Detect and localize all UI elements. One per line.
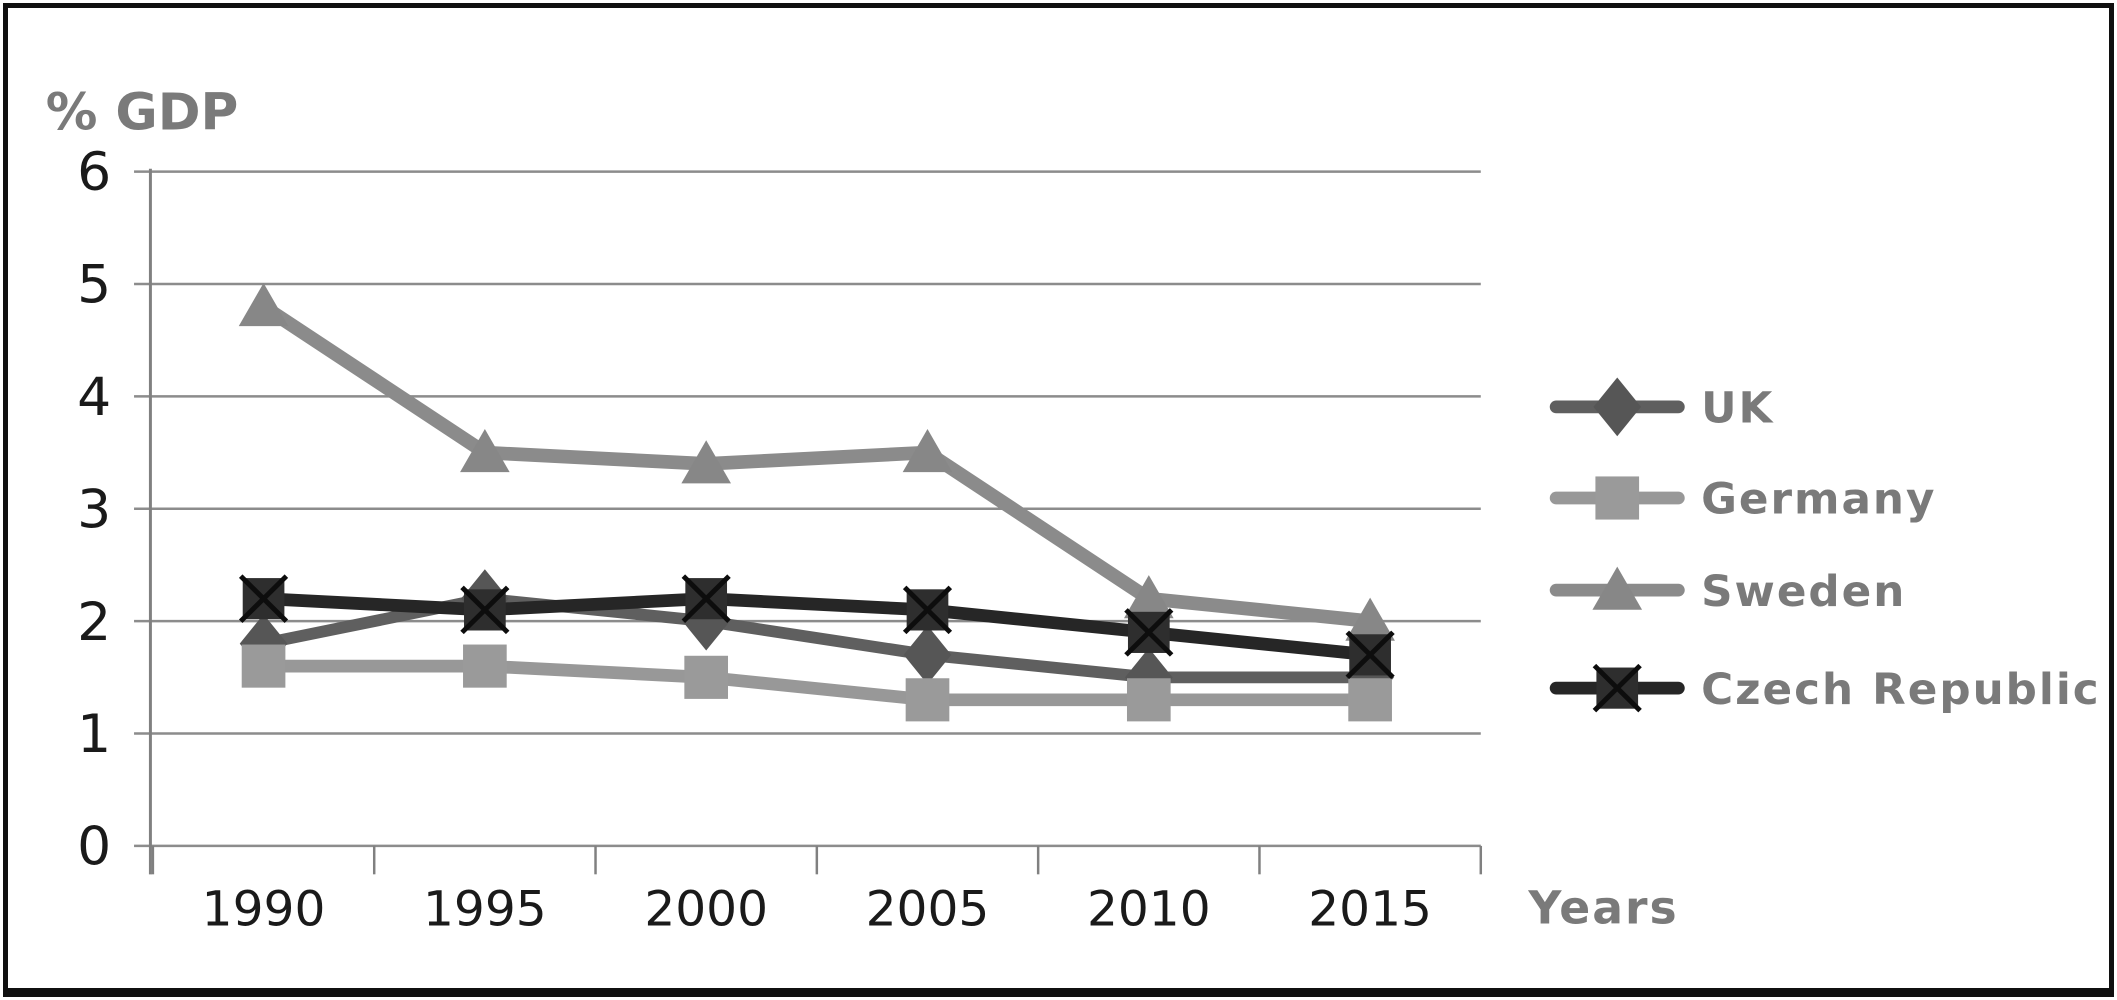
diamond-marker: [1593, 377, 1642, 437]
y-tick-label: 1: [77, 703, 111, 765]
chart-frame: % GDP 0 1 2 3 4 5 6 1990 1995 2000 2005 2010 2015 UK…: [3, 3, 2114, 997]
x-tick-label: 2015: [1308, 882, 1432, 938]
x-square-cross: [681, 574, 731, 623]
series-sweden: [238, 282, 1395, 641]
legend-item-uk: UK: [1549, 377, 1774, 437]
series-germany: [241, 644, 1392, 722]
square-marker: [1126, 678, 1171, 722]
line-chart: % GDP 0 1 2 3 4 5 6 1990 1995 2000 2005 2010 2015 UK…: [46, 83, 2101, 938]
x-square-cross: [1124, 608, 1174, 657]
x-tick-label: 2000: [644, 882, 768, 938]
y-tick-label: 0: [77, 816, 111, 878]
legend-label-czech-republic: Czech Republic: [1701, 665, 2101, 715]
legend-label-uk: UK: [1701, 384, 1774, 434]
plot-area: 0 1 2 3 4 5 6 1990 1995 2000 2005 2010 2015: [77, 142, 1483, 938]
legend-item-czech-republic: Czech Republic: [1549, 663, 2101, 715]
square-marker: [1348, 678, 1392, 722]
y-tick-label: 2: [77, 591, 111, 653]
x-square-cross: [1592, 663, 1642, 713]
y-tick-label: 5: [77, 254, 111, 316]
x-tick-label: 1990: [202, 882, 326, 938]
x-square-cross: [460, 585, 510, 635]
series-czech-republic: [238, 574, 1395, 680]
triangle-marker: [1124, 575, 1174, 619]
triangle-marker: [681, 440, 731, 484]
y-tick-label: 3: [77, 479, 111, 541]
triangle-marker: [460, 429, 510, 473]
square-marker: [1595, 476, 1640, 520]
x-tick-label: 2005: [866, 882, 990, 938]
diamond-marker: [903, 625, 952, 685]
square-marker: [684, 655, 729, 699]
square-marker: [241, 644, 286, 688]
legend: UK Germany Sweden Czech Republic: [1549, 377, 2101, 715]
x-square-cross: [238, 574, 289, 623]
series-line-germany: [257, 659, 1377, 707]
triangle-marker: [1345, 597, 1395, 641]
triangle-marker: [1592, 566, 1643, 610]
x-axis-title: Years: [1527, 882, 1678, 935]
x-square-cross: [902, 585, 953, 635]
y-tick-label: 6: [77, 142, 111, 204]
legend-label-germany: Germany: [1701, 475, 1936, 525]
series-line-czech-republic: [257, 592, 1377, 662]
triangle-marker: [902, 429, 953, 473]
x-tick-label: 1995: [423, 882, 547, 938]
series-line-sweden: [256, 299, 1378, 629]
legend-item-germany: Germany: [1549, 475, 1936, 525]
square-marker: [905, 678, 950, 722]
triangle-marker: [238, 282, 289, 327]
square-marker: [463, 644, 507, 688]
x-tick-label: 2010: [1087, 882, 1211, 938]
y-axis-title: % GDP: [46, 83, 239, 143]
y-tick-label: 4: [77, 366, 111, 428]
x-square-cross: [1345, 630, 1395, 680]
legend-label-sweden: Sweden: [1701, 567, 1906, 617]
legend-item-sweden: Sweden: [1549, 566, 1906, 617]
